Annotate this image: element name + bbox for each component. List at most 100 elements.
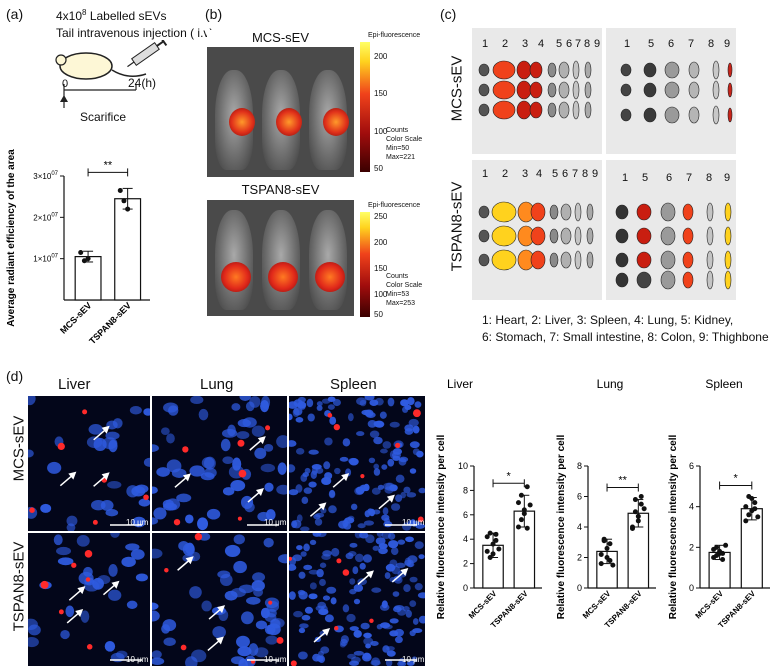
counts-label: Counts (386, 273, 409, 280)
nucleus (332, 398, 341, 407)
nucleus (220, 438, 231, 452)
micro-spleen-mcs (289, 396, 425, 531)
y-tick-exponent: 07 (51, 254, 58, 260)
data-point (601, 538, 607, 544)
sev-signal (237, 439, 245, 447)
organ-image (478, 253, 490, 267)
nucleus (218, 609, 229, 622)
organ-image (682, 227, 694, 245)
nucleus (350, 503, 358, 510)
y-tick-label: 4 (463, 534, 468, 544)
organ-image (492, 80, 516, 100)
nucleus (134, 484, 149, 494)
legend-tick: 50 (374, 164, 383, 173)
nucleus (297, 401, 307, 409)
nucleus (239, 396, 251, 402)
sev-signal (40, 580, 49, 589)
organ-image (636, 251, 652, 269)
sev-signal (268, 600, 273, 605)
nucleus (306, 398, 314, 408)
chart-title: Spleen (705, 377, 742, 391)
organ-image (727, 82, 733, 98)
nucleus (217, 570, 231, 579)
data-point (484, 534, 490, 540)
nucleus (289, 440, 297, 447)
nucleus (261, 396, 271, 410)
sev-signal (412, 409, 421, 418)
organ-image (549, 252, 559, 268)
nucleus (312, 653, 321, 662)
organ-image (636, 203, 652, 221)
significance-marker: * (507, 470, 512, 482)
x-tick-label: MCS-sEV (58, 300, 93, 335)
organ-image (560, 203, 572, 221)
nucleus (349, 542, 358, 548)
significance-marker: * (734, 473, 739, 485)
nucleus (321, 476, 332, 486)
nucleus (405, 536, 414, 543)
sev-signal (369, 618, 374, 624)
nucleus (28, 618, 38, 631)
nucleus (378, 547, 388, 555)
mouse-syringe-illustration (55, 40, 168, 108)
data-point (515, 524, 521, 530)
nucleus (397, 608, 407, 616)
nucleus (405, 609, 412, 618)
nucleus (189, 465, 205, 477)
legend-tick: 100 (374, 127, 388, 136)
nucleus (395, 474, 405, 483)
organ-image (688, 81, 700, 99)
nucleus (110, 533, 120, 538)
organ-image (584, 101, 592, 119)
nucleus (230, 479, 246, 492)
data-point (635, 518, 641, 524)
nucleus (387, 458, 395, 467)
nucleus (321, 398, 331, 404)
row-label-mcs: MCS-sEV (448, 55, 466, 122)
y-axis-label: Average radiant efficiency of the area (6, 149, 17, 327)
organ-image (706, 202, 714, 222)
organ-number: 2 (502, 168, 509, 180)
nucleus (76, 534, 90, 547)
legend-counts-top: Counts Color Scale Min=50 Max=221 (386, 126, 422, 162)
nucleus (352, 566, 359, 575)
nucleus (236, 635, 250, 648)
organ-number: 8 (706, 172, 713, 184)
nucleus (143, 408, 150, 416)
nucleus (320, 646, 330, 654)
sev-signal (265, 425, 271, 431)
x-tick-label: MCS-sEV (694, 589, 726, 621)
organ-image (491, 225, 517, 247)
organ-number: 1 (622, 172, 629, 184)
organ-image (664, 81, 680, 99)
sacrifice-label: Scarifice (80, 110, 127, 124)
data-point (752, 506, 758, 512)
nucleus (376, 624, 383, 630)
data-point (117, 187, 123, 193)
nucleus (295, 484, 303, 493)
arrowhead-icon (386, 494, 395, 503)
y-tick-label: 2 (689, 542, 694, 552)
sev-signal (238, 469, 247, 478)
nucleus (161, 624, 171, 634)
sev-signal (327, 412, 333, 418)
organ-image (636, 227, 652, 245)
nucleus (418, 615, 425, 624)
arrowhead-icon (255, 488, 264, 497)
organ-number: 7 (572, 168, 579, 180)
sev-signal (336, 558, 342, 564)
organ-number: 1 (624, 38, 631, 50)
significance-marker: ** (618, 475, 627, 487)
y-tick-label: 4 (577, 522, 582, 532)
nucleus (373, 468, 381, 476)
nucleus (57, 557, 74, 566)
nucleus (104, 641, 116, 652)
legend-title-top: Epi-fluorescence (368, 32, 421, 39)
nucleus (312, 533, 322, 537)
nucleus (331, 547, 340, 557)
nucleus (373, 436, 383, 445)
nucleus (389, 618, 399, 624)
nucleus (125, 543, 140, 551)
organ-image (530, 250, 546, 270)
